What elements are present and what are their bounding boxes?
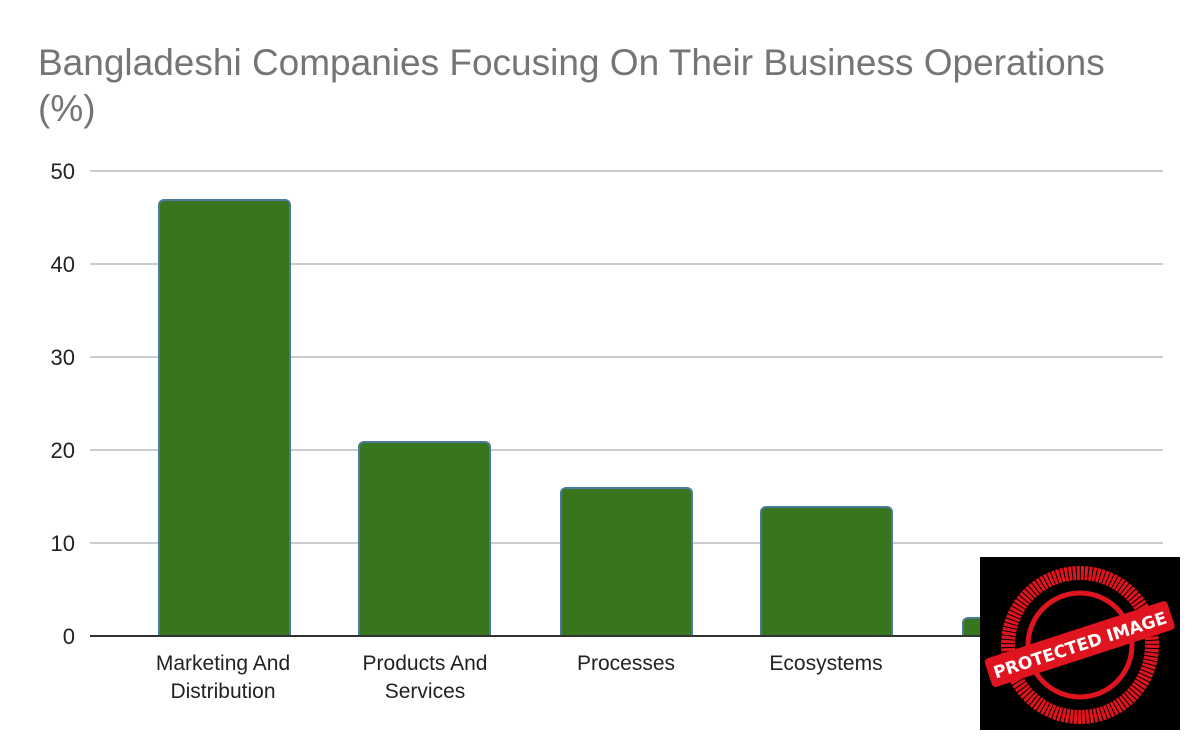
x-tick-label: Products And Services [325,650,525,706]
x-label-line: Processes [576,652,676,675]
x-axis-baseline [90,635,1163,637]
y-tick-label: 0 [62,624,75,649]
bar [760,506,893,636]
x-label-line: Ecosystems [769,652,883,675]
x-label-line: Products And [362,652,488,675]
y-tick-label: 40 [50,252,75,277]
gridline-40 [90,263,1163,265]
stamp-icon: PROTECTED IMAGE [984,566,1175,724]
gridline-20 [90,449,1163,451]
x-tick-label: Marketing And Distribution [123,650,323,706]
chart-title-line-1: Bangladeshi Companies Focusing On Their … [38,42,1105,83]
y-tick-label: 10 [50,531,75,556]
bar [560,487,693,636]
x-tick-label: Ecosystems [726,650,926,678]
y-tick-label: 30 [50,345,75,370]
y-tick-label: 50 [50,159,75,184]
gridline-30 [90,356,1163,358]
x-tick-label: Processes [526,650,726,678]
x-label-line: Distribution [170,680,276,703]
bar [358,441,491,636]
y-tick-label: 20 [50,438,75,463]
x-label-line: Services [384,680,466,703]
chart-title-line-2: (%) [38,88,96,129]
bar [158,199,291,636]
x-label-line: Marketing And [155,652,291,675]
protected-image-watermark: PROTECTED IMAGE [980,557,1180,730]
gridline-50 [90,170,1163,172]
chart-title: Bangladeshi Companies Focusing On Their … [38,40,1178,132]
